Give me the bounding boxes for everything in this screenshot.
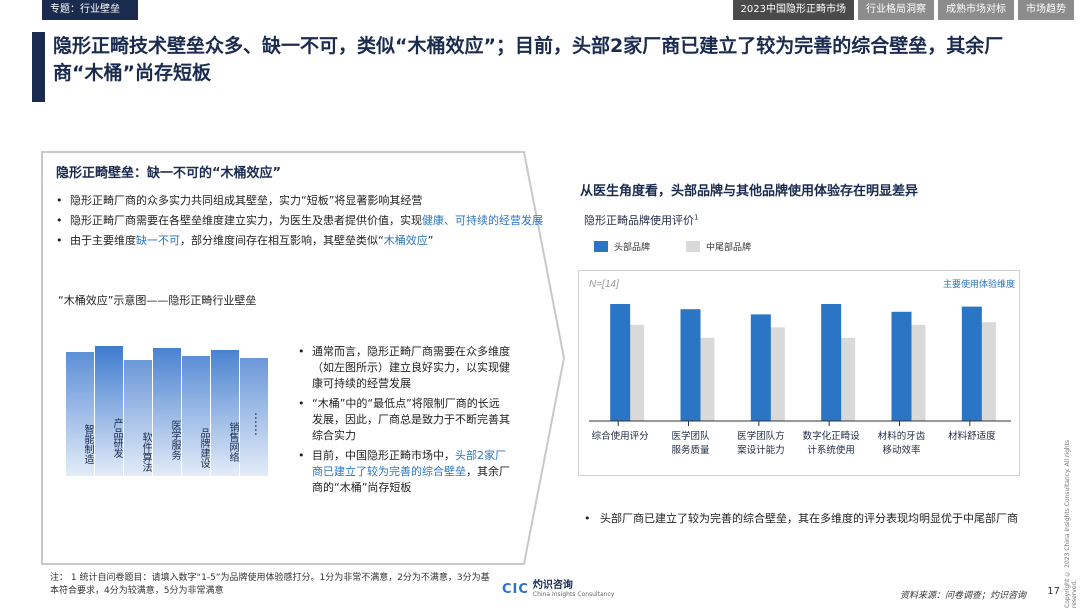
right-panel-heading: 从医生角度看，头部品牌与其他品牌使用体验存在明显差异: [580, 184, 919, 199]
chart-legend: 头部品牌 中尾部品牌: [594, 240, 751, 253]
diagram-title: “木桶效应”示意图——隐形正畸行业壁垒: [58, 294, 257, 307]
left-bullet-2: 隐形正畸厂商需要在各壁垒维度建立实力，为医生及患者提供价值，实现健康、可持续的经…: [56, 212, 546, 229]
copyright-note: Copyright © 2023 China Insights Consulta…: [1064, 439, 1078, 608]
x-tick-label: 材料舒适度: [948, 430, 996, 442]
stave-label: 产品研发: [111, 418, 122, 458]
x-tick-label: 医学团队方: [737, 430, 785, 442]
chart-title: 隐形正畸品牌使用评价1: [584, 213, 699, 227]
page-number: 17: [1047, 586, 1060, 597]
x-tick-label: 数字化正畸设: [803, 430, 861, 442]
company-logo: CIC 灼识咨询 China Insights Consultancy: [502, 580, 614, 598]
tab-market[interactable]: 2023中国隐形正畸市场: [732, 0, 854, 20]
bar-top-brand: [680, 309, 701, 421]
legend-item-top: 头部品牌: [594, 240, 650, 253]
tab-landscape[interactable]: 行业格局洞察: [858, 0, 934, 20]
legend-item-mid: 中尾部品牌: [686, 240, 751, 253]
chart-box: N=[14] 主要使用体验维度综合使用评分 医学团队服务质量 医学团队方案设计能力 数字…: [578, 270, 1020, 476]
x-tick-label: 计系统使用: [807, 444, 855, 456]
left-bullet-1: 隐形正畸厂商的众多实力共同组成其壁垒，实力“短板”将显著影响其经营: [56, 192, 546, 209]
barrel-stave: 品牌建设: [182, 356, 210, 476]
x-tick-label: 案设计能力: [737, 444, 785, 456]
right-panel: 从医生角度看，头部品牌与其他品牌使用体验存在明显差异 隐形正畸品牌使用评价1 头…: [560, 172, 1046, 560]
legend-swatch-mid: [686, 241, 701, 252]
chart-title-footnote: 1: [694, 213, 699, 222]
legend-swatch-top: [594, 241, 608, 252]
barrel-stave: 销售网络: [211, 350, 239, 476]
bar-top-brand: [891, 311, 912, 421]
stave-label: 医学服务: [169, 420, 180, 460]
left-bullet-3: 由于主要维度缺一不可，部分维度间存在相互影响，其壁垒类似“木桶效应”: [56, 232, 546, 249]
stave-label: 销售网络: [227, 422, 238, 462]
barrel-stave: [240, 358, 268, 476]
tab-trends[interactable]: 市场趋势: [1018, 0, 1074, 20]
logo-mark: CIC: [502, 581, 529, 597]
barrel-stave: 产品研发: [95, 346, 123, 476]
barrel-more: ……: [252, 412, 266, 436]
sample-size-label: N=[14]: [589, 279, 619, 290]
x-tick-label: 医学团队: [671, 430, 710, 442]
bar-top-brand: [961, 306, 982, 421]
bar-top-brand: [750, 314, 771, 421]
x-tick-label: 材料的牙齿: [878, 430, 926, 442]
barrel-stave: 智能制造: [66, 352, 94, 476]
x-tick-label: 服务质量: [671, 444, 710, 456]
left-panel-title: 隐形正畸壁垒：缺一不可的“木桶效应”: [56, 166, 282, 181]
logo-subtitle: China Insights Consultancy: [532, 591, 615, 598]
tab-benchmark[interactable]: 成熟市场对标: [938, 0, 1014, 20]
logo-name: 灼识咨询: [532, 580, 573, 591]
diagram-bullet-list: 通常而言，隐形正畸厂商需要在众多维度（如左图所示）建立良好实力，以实现健康可持续…: [298, 344, 510, 500]
section-tabs: 2023中国隐形正畸市场 行业格局洞察 成熟市场对标 市场趋势: [732, 0, 1074, 20]
bar-top-brand: [610, 304, 631, 421]
title-accent-bar: [32, 32, 45, 102]
stave-label: 软件算法: [140, 432, 151, 472]
barrel-stave: 医学服务: [153, 348, 181, 476]
diagram-bullet-2: “木桶”中的“最低点”将限制厂商的长远发展，因此，厂商总是致力于不断完善其综合实…: [298, 396, 510, 444]
barrel-stave: 软件算法: [124, 360, 152, 476]
bar-top-brand: [821, 304, 842, 421]
left-bullet-list: 隐形正畸厂商的众多实力共同组成其壁垒，实力“短板”将显著影响其经营 隐形正畸厂商…: [56, 192, 546, 252]
stave-label: 品牌建设: [198, 428, 209, 468]
diagram-bullet-3: 目前，中国隐形正畸市场中，头部2家厂商已建立了较为完善的综合壁垒，其余厂商的“木…: [298, 448, 510, 496]
chart-annotation: 主要使用体验维度: [943, 278, 1015, 290]
source-note: 资料来源：问卷调查；灼识咨询: [899, 591, 1026, 601]
page-title: 隐形正畸技术壁垒众多、缺一不可，类似“木桶效应”；目前，头部2家厂商已建立了较为…: [53, 35, 1004, 84]
diagram-bullet-1: 通常而言，隐形正畸厂商需要在众多维度（如左图所示）建立良好实力，以实现健康可持续…: [298, 344, 510, 392]
footnote: 注： 1 统计自问卷题目：请填入数字“1-5”为品牌使用体验感打分。1分为非常不…: [50, 573, 490, 596]
topic-tag: 专题：行业壁垒: [42, 0, 138, 20]
left-panel: 隐形正畸壁垒：缺一不可的“木桶效应” 隐形正畸厂商的众多实力共同组成其壁垒，实力…: [40, 150, 568, 566]
barrel-diagram: 智能制造 产品研发 软件算法 医学服务 品牌建设 销售网络 ……: [66, 326, 272, 476]
right-bullet: 头部厂商已建立了较为完善的综合壁垒，其在多维度的评分表现均明显优于中尾部厂商: [584, 510, 1024, 527]
x-tick-label: 综合使用评分: [592, 430, 650, 442]
x-tick-label: 移动效率: [882, 444, 921, 456]
stave-label: 智能制造: [82, 424, 93, 464]
